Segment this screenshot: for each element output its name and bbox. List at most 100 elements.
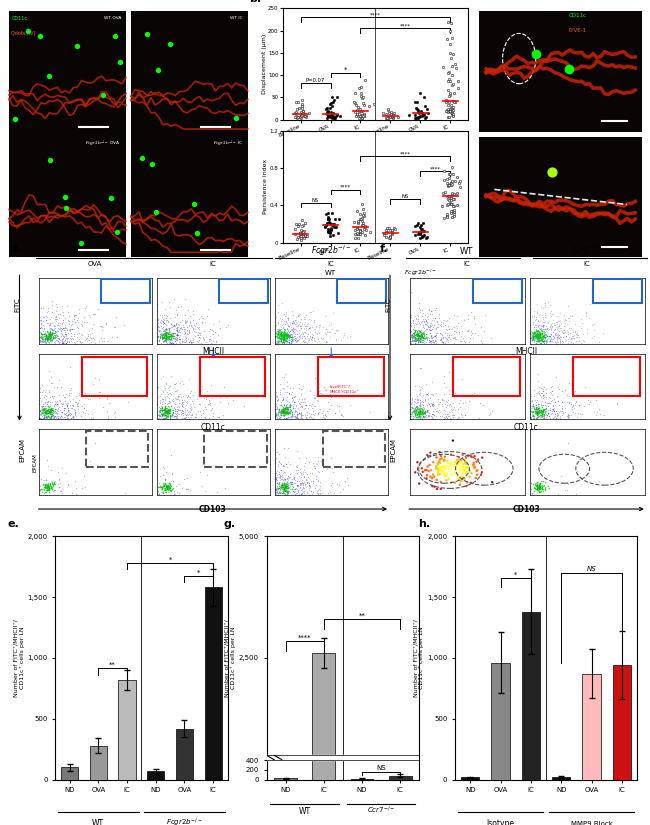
Point <box>443 305 454 318</box>
Point <box>356 333 366 346</box>
Point <box>644 285 650 298</box>
Point <box>291 106 302 120</box>
Point <box>448 199 458 212</box>
Point <box>392 289 402 302</box>
Point <box>478 227 489 240</box>
Point <box>376 158 386 172</box>
Point <box>603 225 614 238</box>
Point <box>238 64 248 78</box>
Point <box>380 330 390 343</box>
Point <box>526 331 536 344</box>
Point <box>447 197 457 210</box>
Point <box>91 356 101 370</box>
Point <box>271 392 281 405</box>
Point <box>366 380 376 393</box>
Point <box>521 54 531 67</box>
Point <box>540 44 551 57</box>
Point <box>292 111 302 125</box>
Point <box>460 174 470 187</box>
Point <box>541 286 552 299</box>
Point <box>328 108 338 121</box>
Point <box>314 342 324 356</box>
Point <box>580 299 591 313</box>
Point <box>515 341 525 354</box>
Point <box>621 359 631 372</box>
Point <box>326 209 337 222</box>
Point <box>380 279 391 292</box>
Point <box>367 49 377 62</box>
Point <box>250 294 261 307</box>
Point <box>255 88 266 101</box>
Point <box>619 300 629 314</box>
Point <box>198 348 208 361</box>
Point <box>326 97 336 110</box>
Point <box>443 179 453 192</box>
Point <box>422 315 432 328</box>
Point <box>502 243 512 256</box>
Point <box>147 368 157 381</box>
Point <box>610 229 620 243</box>
Point <box>387 111 398 124</box>
Point <box>410 238 420 251</box>
Point <box>367 63 378 76</box>
Point <box>614 342 625 355</box>
Point <box>544 346 554 359</box>
Point <box>176 298 186 311</box>
Point <box>340 241 350 254</box>
Point <box>317 296 327 309</box>
Bar <box>389 776 411 780</box>
Point <box>285 324 296 337</box>
Point <box>257 276 268 290</box>
Point <box>592 285 602 298</box>
Point <box>416 219 426 232</box>
Point <box>156 291 166 304</box>
Point <box>246 223 257 236</box>
Point <box>482 337 493 351</box>
Point <box>386 261 396 274</box>
Point <box>290 422 300 435</box>
Point <box>185 300 195 314</box>
Point <box>634 388 645 401</box>
Point <box>170 350 181 363</box>
Point <box>498 351 508 364</box>
Point <box>493 424 504 437</box>
Point <box>247 12 257 26</box>
Point <box>641 138 650 151</box>
Point <box>111 122 122 135</box>
Point <box>274 331 284 344</box>
Point <box>470 299 480 312</box>
Point <box>595 368 605 381</box>
Point <box>343 341 354 354</box>
Point <box>322 212 332 225</box>
Point <box>383 220 393 233</box>
Point <box>284 430 294 443</box>
Point <box>362 288 372 301</box>
Point <box>356 111 366 124</box>
Point <box>213 417 224 430</box>
Point <box>140 279 151 292</box>
Point <box>537 363 547 376</box>
Point <box>370 134 380 148</box>
Y-axis label: Persistence index: Persistence index <box>263 159 268 214</box>
Point <box>445 105 456 118</box>
Point <box>632 161 643 174</box>
Point <box>229 347 240 361</box>
Point <box>380 224 391 237</box>
Point <box>558 278 569 291</box>
Point <box>242 119 253 132</box>
Point <box>281 314 292 328</box>
Point <box>302 296 313 309</box>
Point <box>478 171 488 184</box>
Point <box>272 253 283 266</box>
Point <box>552 234 563 248</box>
Point <box>491 167 502 180</box>
Point <box>296 97 307 111</box>
Point <box>149 383 159 396</box>
Point <box>457 191 467 205</box>
Point <box>287 57 298 70</box>
Point <box>431 283 441 296</box>
Point <box>432 370 443 384</box>
Point <box>376 123 387 136</box>
Point <box>547 248 557 262</box>
Point <box>609 237 619 250</box>
